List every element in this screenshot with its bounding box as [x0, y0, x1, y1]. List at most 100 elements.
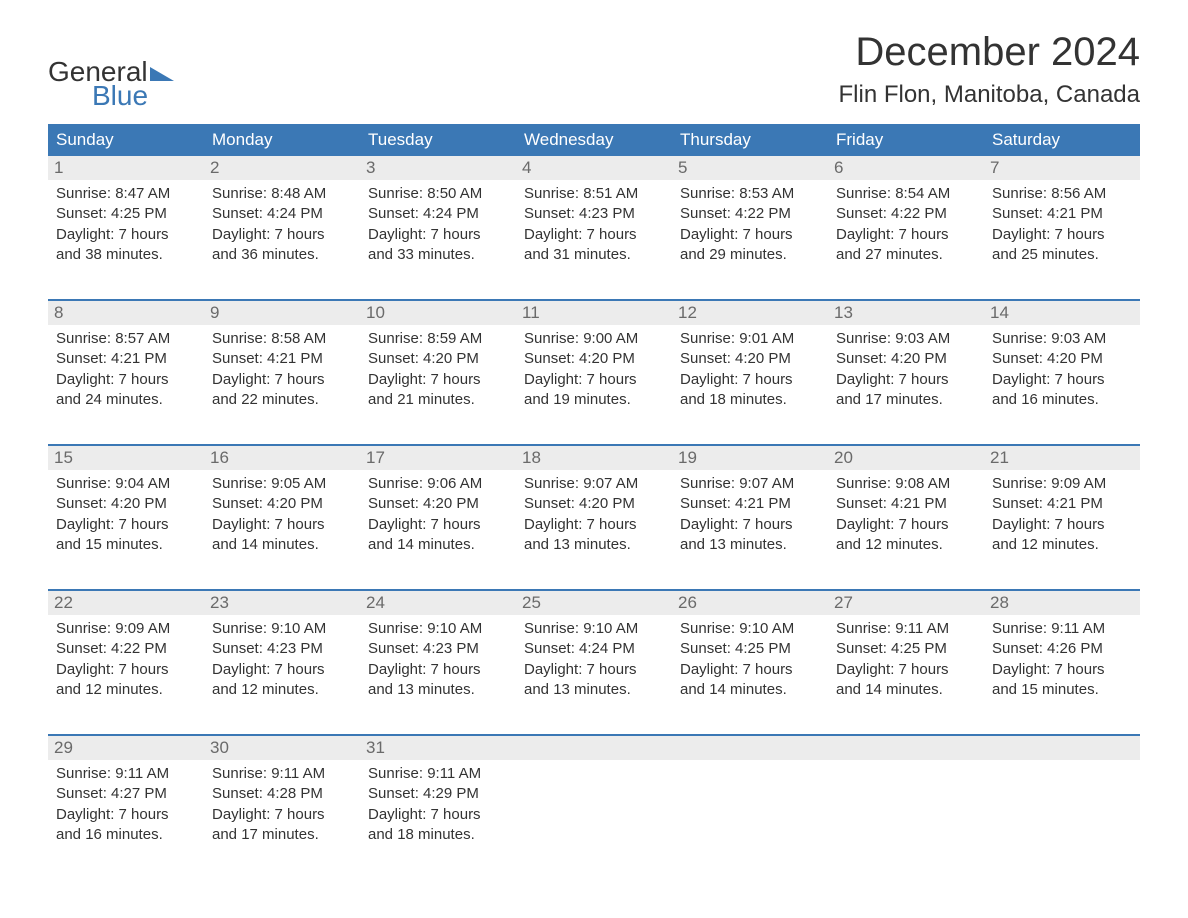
- daylight-text: Daylight: 7 hours and 19 minutes.: [524, 370, 664, 411]
- sunset-text: Sunset: 4:20 PM: [680, 349, 820, 369]
- sunrise-text: Sunrise: 8:53 AM: [680, 184, 820, 204]
- sunset-text: Sunset: 4:23 PM: [368, 639, 508, 659]
- daylight-text: Daylight: 7 hours and 16 minutes.: [56, 805, 196, 846]
- day-cell: Sunrise: 9:09 AMSunset: 4:22 PMDaylight:…: [48, 615, 204, 718]
- day-cell: Sunrise: 8:47 AMSunset: 4:25 PMDaylight:…: [48, 180, 204, 283]
- day-cell: [672, 760, 828, 863]
- sunset-text: Sunset: 4:29 PM: [368, 784, 508, 804]
- day-cell: Sunrise: 9:00 AMSunset: 4:20 PMDaylight:…: [516, 325, 672, 428]
- day-number: 31: [360, 736, 516, 760]
- daylight-text: Daylight: 7 hours and 27 minutes.: [836, 225, 976, 266]
- day-number: 18: [516, 446, 672, 470]
- day-header: Sunday: [48, 124, 204, 156]
- day-number: 15: [48, 446, 204, 470]
- sunset-text: Sunset: 4:23 PM: [524, 204, 664, 224]
- day-cell: [984, 760, 1140, 863]
- location: Flin Flon, Manitoba, Canada: [839, 81, 1141, 109]
- daylight-text: Daylight: 7 hours and 36 minutes.: [212, 225, 352, 266]
- daylight-text: Daylight: 7 hours and 17 minutes.: [212, 805, 352, 846]
- day-number: 20: [828, 446, 984, 470]
- logo: General Blue: [48, 30, 174, 110]
- header: General Blue December 2024 Flin Flon, Ma…: [48, 30, 1140, 110]
- day-cell: Sunrise: 8:57 AMSunset: 4:21 PMDaylight:…: [48, 325, 204, 428]
- sunset-text: Sunset: 4:25 PM: [836, 639, 976, 659]
- day-cell: Sunrise: 9:06 AMSunset: 4:20 PMDaylight:…: [360, 470, 516, 573]
- sunrise-text: Sunrise: 9:11 AM: [368, 764, 508, 784]
- daylight-text: Daylight: 7 hours and 13 minutes.: [524, 515, 664, 556]
- day-number: 24: [360, 591, 516, 615]
- day-cell: Sunrise: 9:03 AMSunset: 4:20 PMDaylight:…: [828, 325, 984, 428]
- sunset-text: Sunset: 4:27 PM: [56, 784, 196, 804]
- sunrise-text: Sunrise: 9:11 AM: [836, 619, 976, 639]
- day-number: 21: [984, 446, 1140, 470]
- day-number: 17: [360, 446, 516, 470]
- daylight-text: Daylight: 7 hours and 18 minutes.: [368, 805, 508, 846]
- day-number: 25: [516, 591, 672, 615]
- sunrise-text: Sunrise: 9:08 AM: [836, 474, 976, 494]
- sunset-text: Sunset: 4:25 PM: [680, 639, 820, 659]
- sunset-text: Sunset: 4:21 PM: [212, 349, 352, 369]
- sunrise-text: Sunrise: 9:00 AM: [524, 329, 664, 349]
- sunrise-text: Sunrise: 9:01 AM: [680, 329, 820, 349]
- day-cell: Sunrise: 8:54 AMSunset: 4:22 PMDaylight:…: [828, 180, 984, 283]
- daylight-text: Daylight: 7 hours and 14 minutes.: [836, 660, 976, 701]
- daylight-text: Daylight: 7 hours and 21 minutes.: [368, 370, 508, 411]
- day-cell: Sunrise: 9:11 AMSunset: 4:28 PMDaylight:…: [204, 760, 360, 863]
- day-number-row: 22232425262728: [48, 591, 1140, 615]
- day-number: [984, 736, 1140, 760]
- daylight-text: Daylight: 7 hours and 13 minutes.: [680, 515, 820, 556]
- daylight-text: Daylight: 7 hours and 25 minutes.: [992, 225, 1132, 266]
- daylight-text: Daylight: 7 hours and 12 minutes.: [992, 515, 1132, 556]
- day-number: 4: [516, 156, 672, 180]
- sunset-text: Sunset: 4:22 PM: [56, 639, 196, 659]
- daylight-text: Daylight: 7 hours and 22 minutes.: [212, 370, 352, 411]
- day-number-row: 15161718192021: [48, 446, 1140, 470]
- sunset-text: Sunset: 4:25 PM: [56, 204, 196, 224]
- day-number: 27: [828, 591, 984, 615]
- day-cell: Sunrise: 9:10 AMSunset: 4:25 PMDaylight:…: [672, 615, 828, 718]
- day-number: 13: [828, 301, 984, 325]
- sunset-text: Sunset: 4:20 PM: [524, 494, 664, 514]
- day-header: Thursday: [672, 124, 828, 156]
- day-header-row: Sunday Monday Tuesday Wednesday Thursday…: [48, 124, 1140, 156]
- day-cell: Sunrise: 9:01 AMSunset: 4:20 PMDaylight:…: [672, 325, 828, 428]
- day-number: 7: [984, 156, 1140, 180]
- day-header: Saturday: [984, 124, 1140, 156]
- daylight-text: Daylight: 7 hours and 24 minutes.: [56, 370, 196, 411]
- logo-word-2: Blue: [92, 82, 174, 110]
- sunrise-text: Sunrise: 8:51 AM: [524, 184, 664, 204]
- sunrise-text: Sunrise: 9:06 AM: [368, 474, 508, 494]
- day-cell: Sunrise: 9:11 AMSunset: 4:25 PMDaylight:…: [828, 615, 984, 718]
- day-cell: Sunrise: 9:11 AMSunset: 4:27 PMDaylight:…: [48, 760, 204, 863]
- day-cell: Sunrise: 8:48 AMSunset: 4:24 PMDaylight:…: [204, 180, 360, 283]
- day-cell: Sunrise: 9:08 AMSunset: 4:21 PMDaylight:…: [828, 470, 984, 573]
- day-number: 16: [204, 446, 360, 470]
- sunset-text: Sunset: 4:20 PM: [836, 349, 976, 369]
- day-header: Tuesday: [360, 124, 516, 156]
- day-cell: Sunrise: 9:09 AMSunset: 4:21 PMDaylight:…: [984, 470, 1140, 573]
- daylight-text: Daylight: 7 hours and 33 minutes.: [368, 225, 508, 266]
- sunset-text: Sunset: 4:22 PM: [836, 204, 976, 224]
- sunset-text: Sunset: 4:20 PM: [992, 349, 1132, 369]
- daylight-text: Daylight: 7 hours and 12 minutes.: [56, 660, 196, 701]
- day-number: 14: [984, 301, 1140, 325]
- day-cell: Sunrise: 8:53 AMSunset: 4:22 PMDaylight:…: [672, 180, 828, 283]
- day-number: 19: [672, 446, 828, 470]
- daylight-text: Daylight: 7 hours and 31 minutes.: [524, 225, 664, 266]
- sunrise-text: Sunrise: 8:57 AM: [56, 329, 196, 349]
- day-number: 26: [672, 591, 828, 615]
- sunset-text: Sunset: 4:21 PM: [680, 494, 820, 514]
- day-cell: [516, 760, 672, 863]
- daylight-text: Daylight: 7 hours and 14 minutes.: [680, 660, 820, 701]
- day-number: 5: [672, 156, 828, 180]
- sunset-text: Sunset: 4:24 PM: [524, 639, 664, 659]
- daylight-text: Daylight: 7 hours and 17 minutes.: [836, 370, 976, 411]
- title-block: December 2024 Flin Flon, Manitoba, Canad…: [839, 30, 1141, 109]
- sunrise-text: Sunrise: 8:50 AM: [368, 184, 508, 204]
- day-number: 3: [360, 156, 516, 180]
- sunset-text: Sunset: 4:23 PM: [212, 639, 352, 659]
- day-number: 12: [672, 301, 828, 325]
- sunset-text: Sunset: 4:20 PM: [56, 494, 196, 514]
- day-cell: Sunrise: 8:59 AMSunset: 4:20 PMDaylight:…: [360, 325, 516, 428]
- sunrise-text: Sunrise: 9:10 AM: [212, 619, 352, 639]
